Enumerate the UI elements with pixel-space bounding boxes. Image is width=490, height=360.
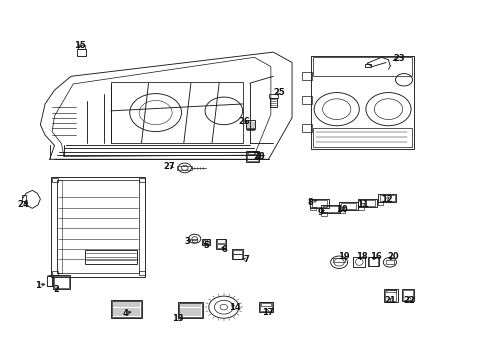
- Text: 22: 22: [404, 296, 416, 305]
- Bar: [112, 301, 141, 317]
- Bar: [403, 289, 413, 300]
- Text: 12: 12: [381, 194, 393, 203]
- Text: 14: 14: [229, 303, 241, 312]
- Bar: [259, 302, 273, 312]
- Bar: [52, 271, 58, 275]
- Bar: [217, 244, 225, 248]
- Bar: [313, 128, 412, 147]
- Bar: [233, 250, 242, 253]
- Bar: [323, 206, 338, 212]
- Bar: [321, 212, 327, 216]
- Text: 11: 11: [357, 201, 368, 210]
- Text: 3: 3: [185, 237, 191, 246]
- Text: 17: 17: [262, 307, 273, 316]
- Text: 23: 23: [393, 54, 405, 63]
- Text: 25: 25: [273, 89, 285, 98]
- Text: 16: 16: [370, 252, 382, 261]
- Text: 28: 28: [253, 152, 265, 161]
- Bar: [368, 257, 379, 266]
- Bar: [385, 289, 396, 301]
- Bar: [233, 254, 242, 259]
- Bar: [247, 152, 258, 161]
- Text: 20: 20: [388, 252, 399, 261]
- Text: 8: 8: [308, 198, 314, 207]
- Bar: [178, 302, 203, 318]
- Bar: [386, 260, 393, 264]
- Bar: [369, 257, 378, 266]
- Bar: [341, 203, 356, 210]
- Text: 10: 10: [336, 205, 347, 214]
- Text: 4: 4: [122, 309, 128, 318]
- Bar: [77, 45, 85, 49]
- Text: 27: 27: [163, 162, 174, 171]
- Text: 18: 18: [356, 252, 368, 261]
- Bar: [85, 250, 137, 264]
- Bar: [216, 239, 226, 249]
- Bar: [360, 200, 375, 206]
- Bar: [310, 199, 329, 208]
- Bar: [302, 96, 312, 104]
- Bar: [365, 64, 370, 67]
- Bar: [339, 210, 345, 213]
- Bar: [51, 176, 145, 277]
- Bar: [76, 49, 86, 56]
- Bar: [339, 202, 358, 210]
- Bar: [246, 120, 255, 129]
- Text: 26: 26: [238, 117, 250, 126]
- Bar: [311, 55, 415, 149]
- Text: 15: 15: [74, 41, 85, 50]
- Bar: [402, 288, 414, 301]
- Bar: [22, 195, 26, 201]
- Bar: [217, 239, 225, 243]
- Bar: [302, 124, 312, 132]
- Bar: [312, 201, 327, 207]
- Bar: [302, 72, 312, 80]
- Bar: [57, 180, 62, 273]
- Bar: [52, 177, 58, 182]
- Bar: [179, 303, 202, 317]
- Bar: [111, 82, 243, 143]
- Bar: [192, 239, 197, 242]
- Bar: [333, 258, 345, 262]
- Bar: [53, 275, 70, 289]
- Bar: [386, 289, 395, 292]
- Bar: [358, 199, 377, 207]
- Text: 9: 9: [318, 208, 323, 217]
- Bar: [248, 151, 257, 154]
- Bar: [177, 166, 192, 170]
- Bar: [378, 202, 383, 205]
- Bar: [203, 239, 209, 244]
- Bar: [261, 303, 271, 306]
- Bar: [358, 206, 364, 210]
- Bar: [57, 180, 139, 273]
- Text: 1: 1: [35, 281, 41, 290]
- Bar: [54, 276, 69, 288]
- Bar: [270, 98, 276, 107]
- Bar: [378, 194, 396, 202]
- Text: 19: 19: [338, 252, 349, 261]
- Bar: [321, 204, 340, 213]
- Bar: [202, 239, 210, 245]
- Bar: [247, 128, 254, 130]
- Bar: [384, 288, 398, 302]
- Text: 13: 13: [172, 314, 184, 323]
- Bar: [246, 151, 259, 162]
- Bar: [313, 57, 412, 76]
- Text: 2: 2: [53, 285, 59, 294]
- Bar: [232, 249, 243, 260]
- Bar: [260, 302, 272, 311]
- Text: 21: 21: [384, 296, 396, 305]
- Bar: [139, 271, 145, 275]
- Text: 24: 24: [17, 201, 29, 210]
- Text: 7: 7: [243, 255, 249, 264]
- Bar: [310, 207, 316, 210]
- Bar: [380, 195, 394, 202]
- Bar: [353, 257, 366, 267]
- Bar: [111, 300, 142, 318]
- Bar: [48, 276, 52, 287]
- Text: 5: 5: [203, 241, 209, 250]
- Bar: [139, 177, 145, 182]
- Text: 6: 6: [221, 245, 227, 254]
- Bar: [269, 94, 278, 98]
